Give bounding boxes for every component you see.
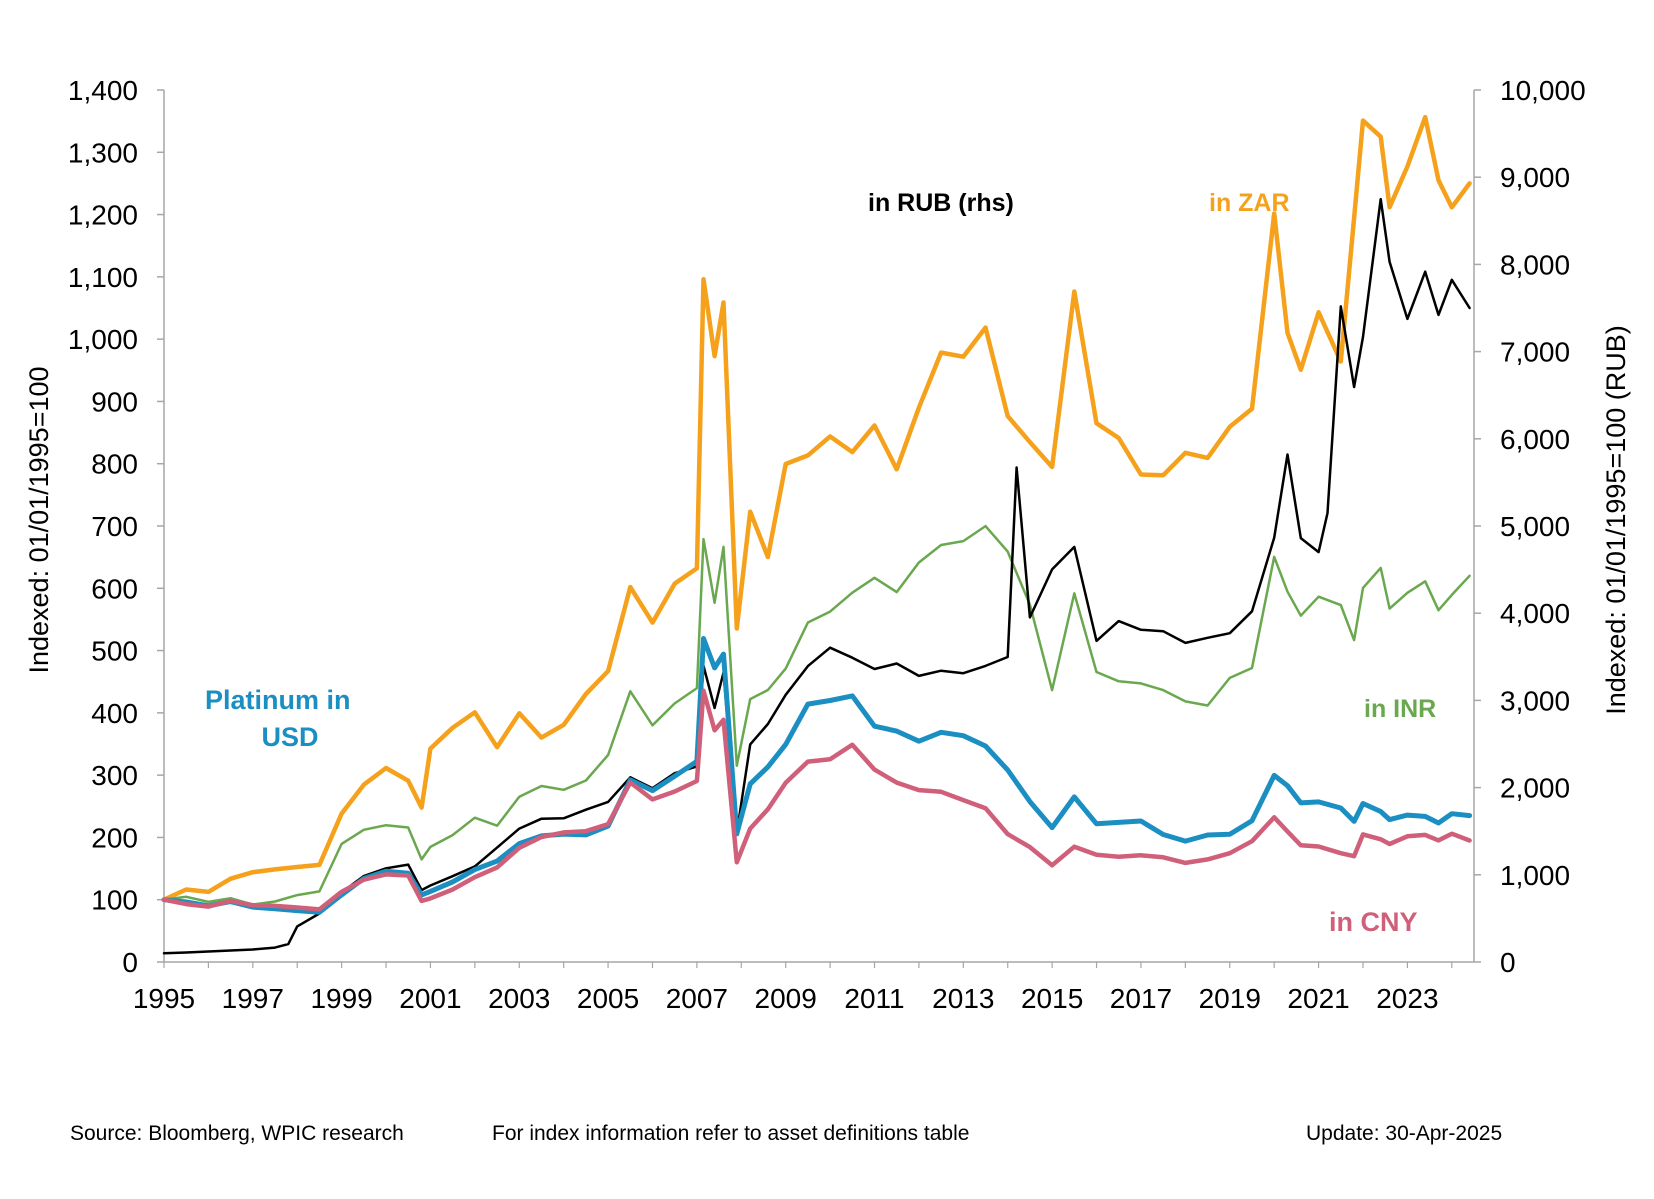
x-tick-label: 2011 [844,983,904,1014]
chart-axes: 0 100 200 300 400 500 600 700 800 900 1,000 1,100 1,… [68,75,1586,1014]
y-left-tick-label: 1,400 [68,75,138,106]
series-annotation: in CNY [1329,907,1418,937]
y-right-tick-label: 0 [1500,947,1516,978]
y-right-tick-label: 2,000 [1500,773,1570,804]
series-annotation: USD [261,722,318,752]
chart-labels: in RUB (rhs) in ZAR Platinum in USD in INR in… [205,189,1436,937]
x-tick-label: 2003 [488,983,550,1014]
y-left-tick-label: 1,000 [68,324,138,355]
x-tick-label: 2021 [1287,983,1349,1014]
y-right-tick-label: 8,000 [1500,249,1570,280]
y-left-tick-label: 500 [91,636,138,667]
y-right-tick-label: 4,000 [1500,598,1570,629]
y-left-tick-label: 200 [91,822,138,853]
y-right-tick-label: 7,000 [1500,337,1570,368]
x-tick-label: 2013 [932,983,994,1014]
y-left-tick-label: 1,300 [68,137,138,168]
update-date: Update: 30-Apr-2025 [1306,1122,1503,1145]
chart-series [161,114,1473,955]
x-tick-label: 1997 [222,983,284,1014]
x-tick-label: 2019 [1199,983,1261,1014]
x-tick-label: 2015 [1021,983,1083,1014]
y-left-tick-label: 800 [91,449,138,480]
series-annotation: Platinum in [205,685,351,715]
x-tick-label: 2023 [1376,983,1438,1014]
y-left-tick-label: 300 [91,760,138,791]
y-right-tick-label: 1,000 [1500,860,1570,891]
y-left-tick-label: 700 [91,511,138,542]
y-left-tick-label: 1,200 [68,200,138,231]
x-tick-label: 2001 [399,983,461,1014]
x-tick-label: 2005 [577,983,639,1014]
y-right-tick-label: 5,000 [1500,511,1570,542]
y-left-tick-label: 600 [91,573,138,604]
series-annotation: in ZAR [1209,189,1290,217]
x-tick-label: 2009 [755,983,817,1014]
y-left-tick-label: 100 [91,885,138,916]
y-right-tick-label: 9,000 [1500,162,1570,193]
y-left-tick-label: 1,100 [68,262,138,293]
series-line-platinum-in-usd [161,636,1473,915]
x-tick-label: 2017 [1110,983,1172,1014]
y-left-tick-label: 400 [91,698,138,729]
series-line-in-cny [161,688,1472,912]
y-left-tick-label: 0 [122,947,138,978]
y-left-axis-title: Indexed: 01/01/1995=100 [24,366,54,673]
y-right-tick-label: 6,000 [1500,424,1570,455]
y-right-tick-label: 10,000 [1500,75,1586,106]
series-annotation: in RUB (rhs) [868,189,1014,217]
y-left-tick-label: 900 [91,386,138,417]
x-tick-label: 1999 [310,983,372,1014]
series-line-in-rub-rhs [162,197,1471,955]
x-tick-label: 1995 [133,983,195,1014]
y-right-axis-title: Indexed: 01/01/1995=100 (RUB) [1601,325,1631,715]
y-right-tick-label: 3,000 [1500,685,1570,716]
index-note: For index information refer to asset def… [492,1122,970,1145]
source-note: Source: Bloomberg, WPIC research [70,1122,404,1145]
series-line-in-zar [161,114,1472,902]
series-line-in-inr [162,524,1471,906]
x-tick-label: 2007 [666,983,728,1014]
series-annotation: in INR [1364,695,1436,723]
